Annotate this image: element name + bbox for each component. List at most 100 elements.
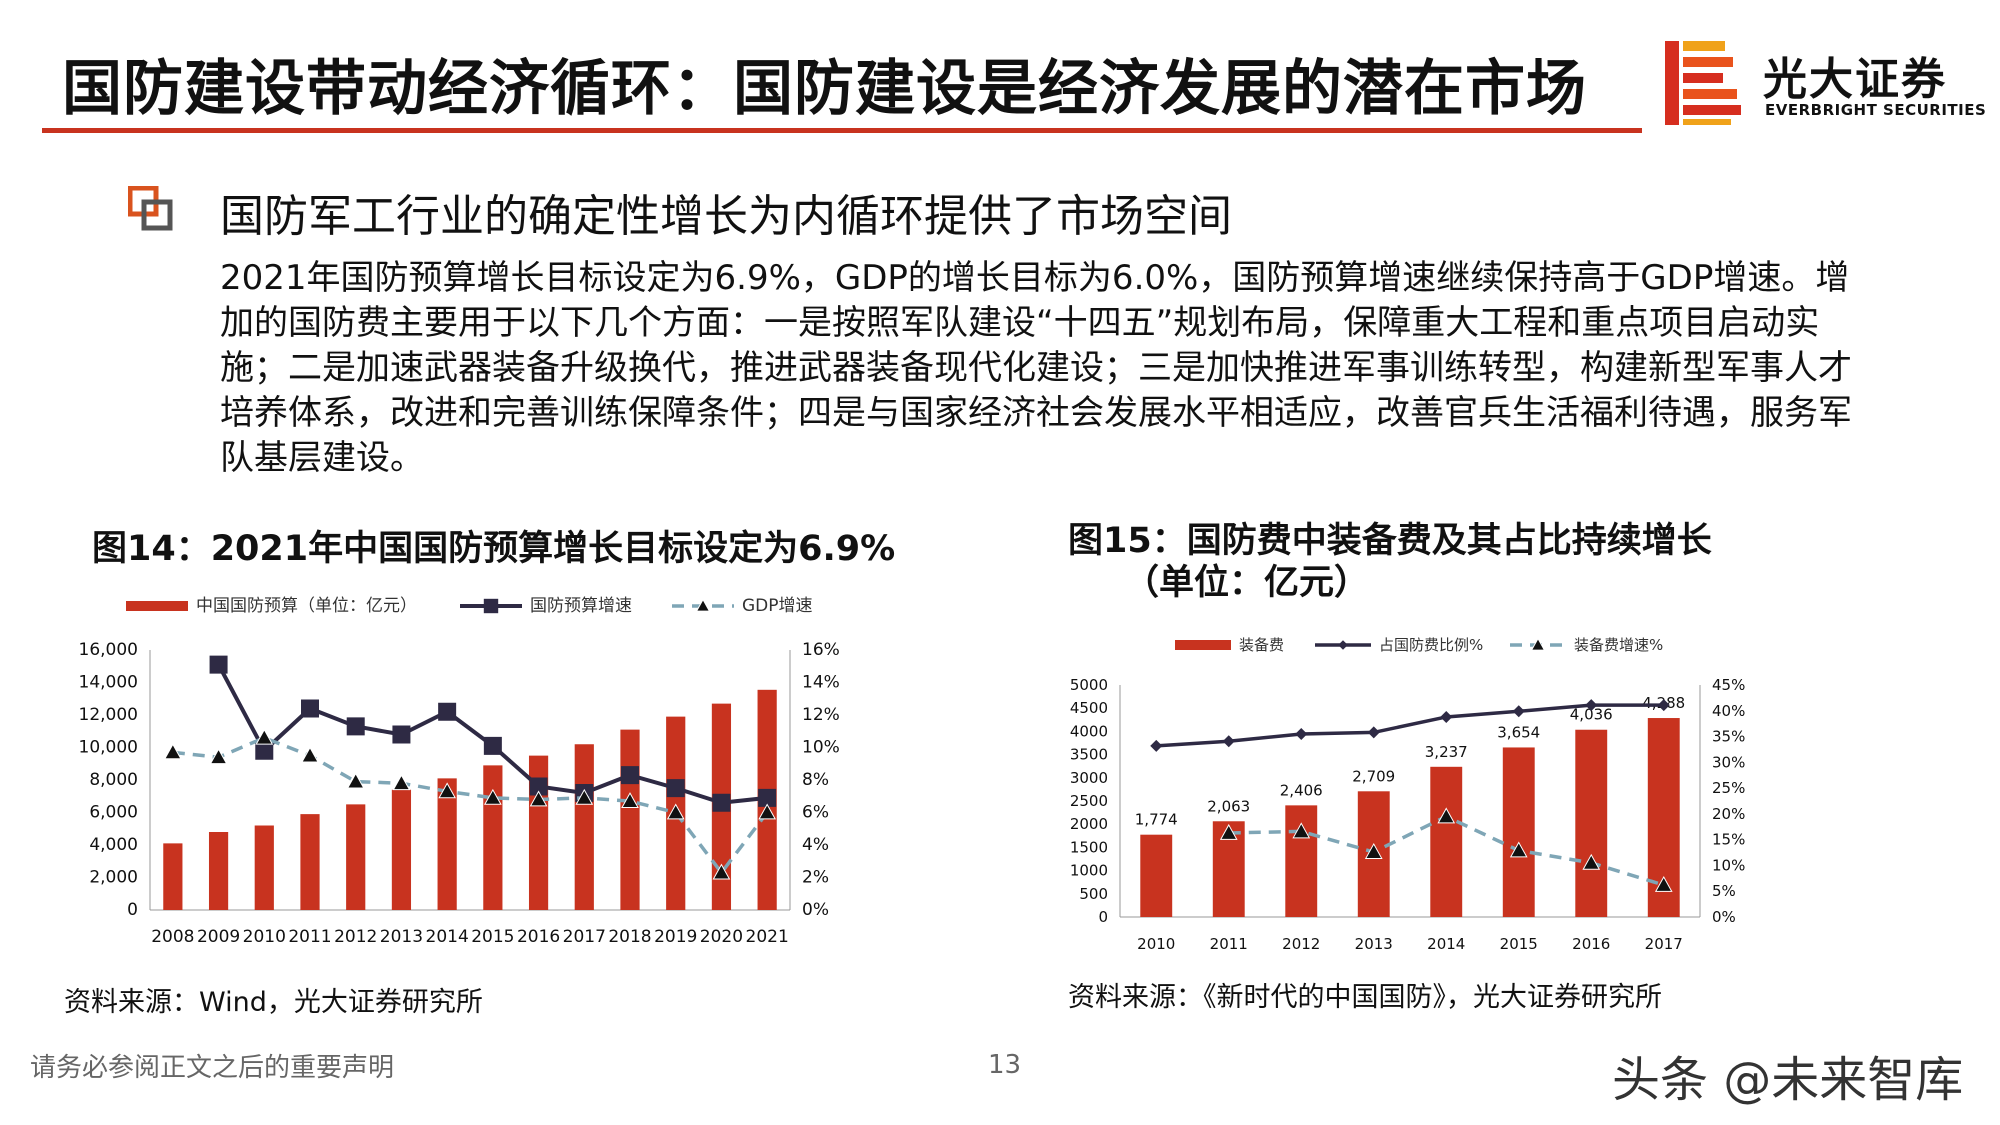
x-tick-label: 2017 — [563, 927, 606, 947]
series-marker — [666, 779, 685, 798]
x-tick-label: 2017 — [1645, 935, 1683, 953]
legend-marker — [695, 598, 711, 612]
y-left-tick-label: 4500 — [1070, 699, 1108, 717]
figure-15-title-line2: （单位：亿元） — [1124, 563, 1370, 603]
y-right-tick-label: 30% — [1712, 753, 1745, 771]
bar — [1575, 729, 1608, 917]
series-marker — [666, 803, 685, 820]
x-tick-label: 2010 — [243, 927, 286, 947]
series-marker — [484, 788, 502, 805]
y-right-tick-label: 16% — [802, 640, 840, 660]
series-marker — [164, 743, 182, 760]
y-left-tick-label: 3500 — [1070, 746, 1108, 764]
body-paragraph: 2021年国防预算增长目标设定为6.9%，GDP的增长目标为6.0%，国防预算增… — [220, 258, 1852, 478]
figure-15-title-line1: 图15：国防费中装备费及其占比持续增长 — [1068, 521, 1712, 561]
y-right-tick-label: 25% — [1712, 779, 1745, 797]
series-marker — [712, 793, 731, 812]
y-left-tick-label: 16,000 — [79, 640, 138, 660]
series-marker — [392, 725, 411, 744]
series-line — [172, 735, 769, 876]
logo-name: 光大证券 — [1763, 54, 1947, 105]
y-left-tick-label: 1000 — [1070, 862, 1108, 880]
series-marker — [1364, 843, 1383, 859]
series-marker — [346, 717, 365, 736]
series-marker — [758, 803, 776, 820]
y-left-tick-label: 2,000 — [89, 868, 138, 888]
series-marker — [758, 788, 777, 807]
bar-data-label: 2,709 — [1352, 767, 1395, 785]
series-marker — [621, 792, 639, 809]
y-left-tick-label: 8,000 — [89, 770, 138, 790]
bar — [254, 825, 274, 910]
x-tick-label: 2020 — [700, 927, 743, 947]
legend-label: 国防预算增速 — [530, 596, 632, 616]
series-marker — [529, 777, 548, 796]
x-tick-label: 2012 — [1282, 935, 1320, 953]
series-marker — [255, 741, 274, 760]
y-right-tick-label: 5% — [1712, 882, 1736, 900]
bar — [483, 765, 503, 910]
bar — [346, 804, 366, 910]
series-marker — [483, 736, 502, 755]
x-tick-label: 2019 — [654, 927, 697, 947]
y-right-tick-label: 4% — [802, 835, 829, 855]
y-right-tick-label: 6% — [802, 803, 829, 823]
x-tick-label: 2012 — [334, 927, 377, 947]
y-left-tick-label: 4,000 — [89, 835, 138, 855]
x-tick-label: 2016 — [517, 927, 560, 947]
y-left-tick-label: 0 — [127, 900, 138, 920]
y-right-tick-label: 40% — [1712, 702, 1745, 720]
y-right-tick-label: 12% — [802, 705, 840, 725]
x-tick-label: 2013 — [1355, 935, 1393, 953]
series-marker — [712, 863, 731, 880]
bullet-square-icon — [128, 186, 173, 231]
x-tick-label: 2018 — [608, 927, 651, 947]
section-heading: 国防军工行业的确定性增长为内循环提供了市场空间 — [220, 191, 1232, 242]
bar — [1285, 805, 1318, 917]
x-tick-label: 2021 — [746, 927, 789, 947]
bar-data-label: 3,654 — [1497, 723, 1540, 741]
page-number: 13 — [988, 1050, 1022, 1080]
figure-14-title: 图14：2021年中国国防预算增长目标设定为6.9% — [92, 529, 896, 569]
y-right-tick-label: 14% — [802, 673, 840, 693]
y-left-tick-label: 3000 — [1070, 769, 1108, 787]
x-tick-label: 2008 — [151, 927, 194, 947]
legend-marker — [1338, 640, 1348, 650]
y-right-tick-label: 10% — [1712, 856, 1745, 874]
bar — [620, 729, 640, 910]
y-left-tick-label: 1500 — [1070, 838, 1108, 856]
series-marker — [1440, 710, 1453, 723]
series-marker — [1150, 739, 1163, 752]
y-right-tick-label: 8% — [802, 770, 829, 790]
series-marker — [1295, 727, 1308, 740]
bar-data-label: 2,406 — [1280, 781, 1323, 799]
x-tick-label: 2009 — [197, 927, 240, 947]
legend-label: GDP增速 — [742, 596, 813, 616]
bar — [208, 832, 229, 910]
series-marker — [438, 702, 457, 721]
y-left-tick-label: 2500 — [1070, 792, 1108, 810]
series-marker — [209, 655, 228, 674]
legend-label: 占国防费比例% — [1379, 636, 1483, 654]
bar — [1502, 747, 1535, 917]
page-title: 国防建设带动经济循环：国防建设是经济发展的潜在市场 — [62, 54, 1587, 124]
y-left-tick-label: 10,000 — [79, 738, 138, 758]
series-marker — [1582, 853, 1601, 870]
x-tick-label: 2011 — [288, 927, 331, 947]
everbright-logo: 光大证券 EVERBRIGHT SECURITIES — [1665, 35, 1987, 130]
series-marker — [1222, 735, 1235, 748]
y-left-tick-label: 12,000 — [79, 705, 138, 725]
series-marker — [575, 788, 594, 805]
x-tick-label: 2013 — [380, 927, 423, 947]
legend-swatch-bar — [126, 601, 188, 611]
y-right-tick-label: 15% — [1712, 831, 1745, 849]
series-marker — [209, 748, 228, 765]
bar — [1140, 834, 1173, 917]
x-tick-label: 2011 — [1210, 935, 1248, 953]
logo-subtitle: EVERBRIGHT SECURITIES — [1765, 101, 1987, 119]
y-left-tick-label: 2000 — [1070, 815, 1108, 833]
y-right-tick-label: 45% — [1712, 676, 1745, 694]
figure-15-source: 资料来源：《新时代的中国国防》，光大证券研究所 — [1068, 982, 1662, 1013]
series-marker — [1654, 876, 1673, 892]
legend-swatch-bar — [1175, 640, 1231, 650]
